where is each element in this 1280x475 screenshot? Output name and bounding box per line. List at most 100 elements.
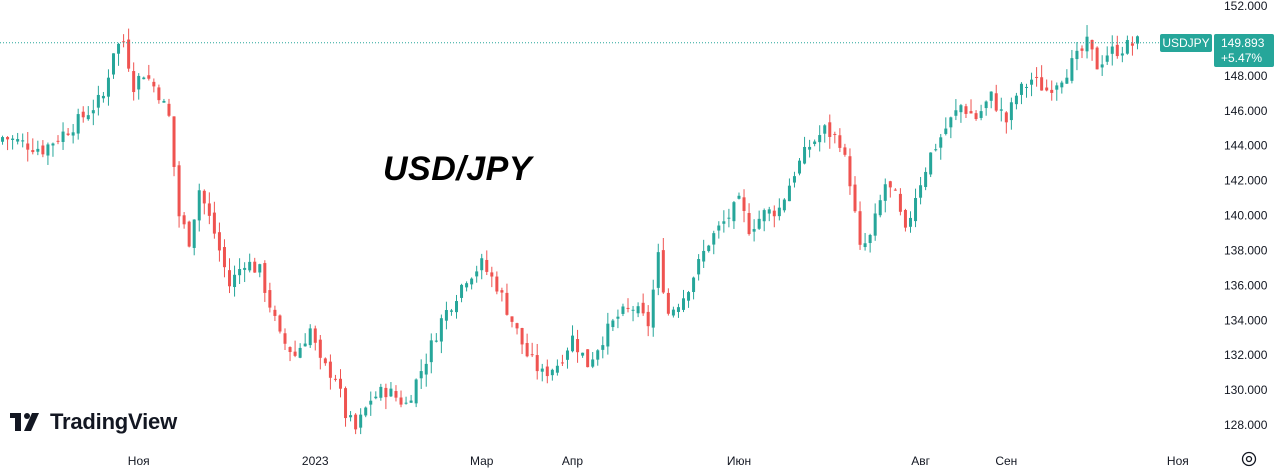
candle-body [222,247,226,268]
candle-body [641,302,645,314]
candle-body [903,210,907,228]
candle-body [520,328,524,345]
candle-body [394,391,398,398]
change-percent: +5.47% [1221,51,1263,65]
candle-body [490,272,494,277]
candle-body [137,75,141,90]
candle-body [298,347,302,358]
candle-body [258,264,262,273]
candle-body [692,277,696,293]
candle-body [313,328,317,343]
candle-body [1004,112,1008,123]
y-tick-label: 130.000 [1224,383,1268,397]
candle-body [41,145,45,155]
candle-body [106,77,110,97]
candle-body [273,309,277,316]
candle-body [530,354,534,356]
candle-body [283,333,287,344]
candle-body [878,200,882,216]
candle-body [586,349,590,368]
candle-body [924,171,928,188]
candle-body [697,259,701,275]
candle-body [26,143,30,150]
candle-body [374,396,378,399]
candle-body [576,339,580,353]
candle-body [934,149,938,151]
candle-body [228,270,232,287]
candle-body [717,225,721,231]
candle-body [908,217,912,227]
price-axis[interactable]: 152.000150.000148.000146.000144.000142.0… [1224,0,1268,432]
candle-body [429,340,433,363]
candle-body [732,202,736,222]
candle-body [1025,86,1029,88]
candle-body [833,133,837,135]
candle-body [1085,36,1089,52]
candle-body [707,245,711,252]
x-tick-label: Апр [562,454,584,468]
candle-body [318,339,322,358]
candle-body [848,156,852,187]
candle-body [248,261,252,271]
time-axis[interactable]: Ноя 2023 Мар Апр Июн Авг Сен Ноя [128,454,1189,468]
candle-body [1075,50,1079,60]
candle-body [1125,40,1129,54]
candle-body [399,397,403,405]
candle-body [747,213,751,235]
tradingview-logo-icon [10,413,39,431]
candle-body [671,309,675,316]
candle-body [197,190,201,221]
candle-body [46,144,50,156]
candle-body [16,139,20,142]
candle-body [1050,89,1054,93]
x-tick-label: Июн [727,454,751,468]
candle-body [646,311,650,327]
candle-body [71,132,75,136]
candle-body [555,365,559,373]
candle-body [540,368,544,372]
y-tick-label: 140.000 [1224,209,1268,223]
candle-body [737,195,741,199]
candle-body [505,292,509,315]
candle-body [798,160,802,174]
candle-body [243,267,247,270]
candle-body [91,110,95,114]
candle-body [1045,87,1049,91]
candle-body [762,210,766,222]
candle-body [919,185,923,198]
candle-body [545,366,549,377]
candle-body [1040,77,1044,91]
candle-body [1115,44,1119,57]
candle-body [571,335,575,352]
y-tick-label: 134.000 [1224,313,1268,327]
candle-body [147,75,151,79]
candle-body [631,309,635,311]
candle-body [369,400,373,405]
candle-body [187,221,191,247]
candle-body [525,343,529,357]
candle-body [687,292,691,301]
candle-body [757,218,761,229]
candle-body [364,407,368,416]
candle-body [1120,53,1124,56]
settings-gear-icon[interactable] [1240,450,1258,468]
candle-body [212,212,216,234]
y-tick-label: 136.000 [1224,278,1268,292]
candle-body [596,350,600,360]
candle-body [389,388,393,397]
y-tick-label: 128.000 [1224,418,1268,432]
candle-body [808,146,812,150]
candle-body [344,388,348,419]
candle-body [888,181,892,188]
candle-body [202,190,206,204]
x-tick-label: Мар [470,454,494,468]
candle-body [818,135,822,143]
candle-body [1035,76,1039,78]
candle-body [651,289,655,328]
candle-body [1065,77,1069,84]
candle-body [308,328,312,346]
candle-body [853,184,857,212]
candle-body [1060,82,1064,88]
candle-body [253,261,257,273]
